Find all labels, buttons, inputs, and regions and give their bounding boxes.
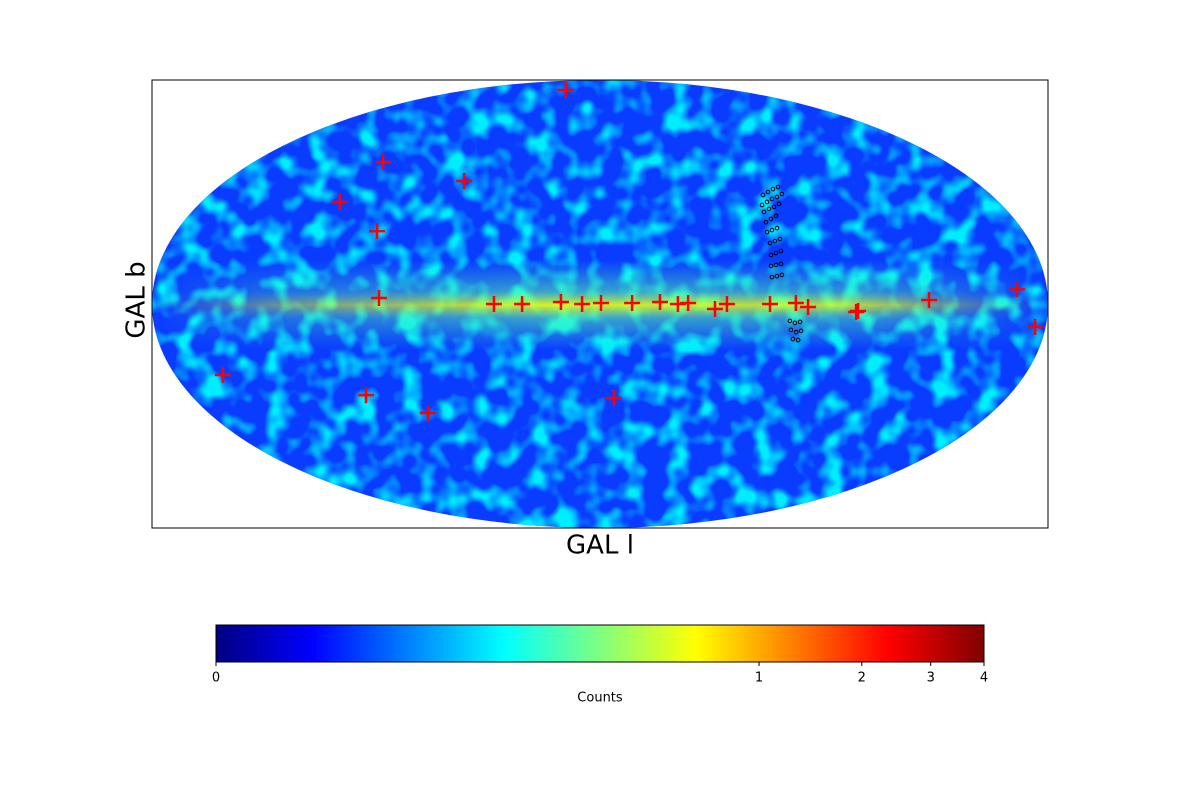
source-marker <box>1027 318 1044 335</box>
source-marker <box>706 300 723 317</box>
pointing-marker <box>774 225 780 231</box>
pointing-marker <box>775 184 781 190</box>
source-marker <box>420 405 437 422</box>
pointing-marker <box>790 336 796 342</box>
pointing-marker <box>768 252 774 258</box>
pointing-marker <box>779 191 785 197</box>
source-marker <box>552 294 569 311</box>
colorbar-label: Counts <box>577 691 623 706</box>
pointing-marker <box>773 262 779 268</box>
pointing-marker <box>773 213 779 219</box>
pointing-marker <box>764 199 770 205</box>
pointing-marker <box>773 250 779 256</box>
source-marker <box>921 292 938 309</box>
source-marker <box>514 296 531 312</box>
source-marker <box>787 295 804 312</box>
pointing-marker <box>792 320 798 326</box>
pointing-marker <box>774 194 780 200</box>
pointing-marker <box>767 240 773 246</box>
source-marker <box>456 173 473 190</box>
source-marker <box>605 390 622 407</box>
source-marker <box>651 294 668 311</box>
source-marker <box>624 295 641 312</box>
source-marker <box>214 366 231 383</box>
plot-frame <box>151 79 1049 529</box>
source-marker <box>557 81 574 98</box>
pointing-marker <box>766 206 772 212</box>
pointing-marker <box>768 263 774 269</box>
pointing-marker <box>769 274 775 280</box>
colorbar-tick-label: 0 <box>212 671 220 686</box>
pointing-marker <box>778 261 784 267</box>
pointing-marker <box>774 273 780 279</box>
pointing-marker <box>760 192 766 198</box>
pointing-marker <box>770 186 776 192</box>
pointing-marker <box>764 229 770 235</box>
pointing-marker <box>788 327 794 333</box>
pointing-marker <box>798 328 804 334</box>
pointing-marker <box>759 202 765 208</box>
source-marker <box>485 296 502 312</box>
x-axis-label: GAL l <box>566 531 634 561</box>
pointing-marker <box>793 329 799 335</box>
source-marker <box>370 290 387 307</box>
pointing-marker <box>797 319 803 325</box>
pointing-marker <box>763 219 769 225</box>
source-marker <box>1008 281 1025 298</box>
pointing-marker <box>776 201 782 207</box>
pointing-marker <box>768 216 774 222</box>
pointing-marker <box>771 204 777 210</box>
source-marker <box>761 296 778 312</box>
pointing-marker <box>777 236 783 242</box>
pointing-marker <box>761 209 767 215</box>
y-axis-label: GAL b <box>122 261 152 338</box>
colorbar <box>215 624 985 663</box>
source-marker <box>800 298 817 315</box>
pointing-marker <box>778 248 784 254</box>
colorbar-tick-label: 1 <box>755 671 763 686</box>
colorbar-tick-label: 2 <box>858 671 866 686</box>
source-marker <box>374 154 391 171</box>
source-marker <box>358 387 375 404</box>
source-marker <box>331 193 348 210</box>
pointing-marker <box>772 238 778 244</box>
source-marker <box>368 223 385 240</box>
source-marker <box>592 295 609 312</box>
source-marker <box>718 296 735 312</box>
pointing-marker <box>769 227 775 233</box>
pointing-marker <box>779 272 785 278</box>
pointing-marker <box>769 196 775 202</box>
source-marker <box>574 296 591 312</box>
pointing-marker <box>795 337 801 343</box>
colorbar-tick-label: 4 <box>980 671 988 686</box>
pointing-marker <box>787 318 793 324</box>
source-marker <box>850 302 867 319</box>
source-marker <box>680 295 697 312</box>
pointing-marker <box>765 189 771 195</box>
colorbar-tick-label: 3 <box>927 671 935 686</box>
